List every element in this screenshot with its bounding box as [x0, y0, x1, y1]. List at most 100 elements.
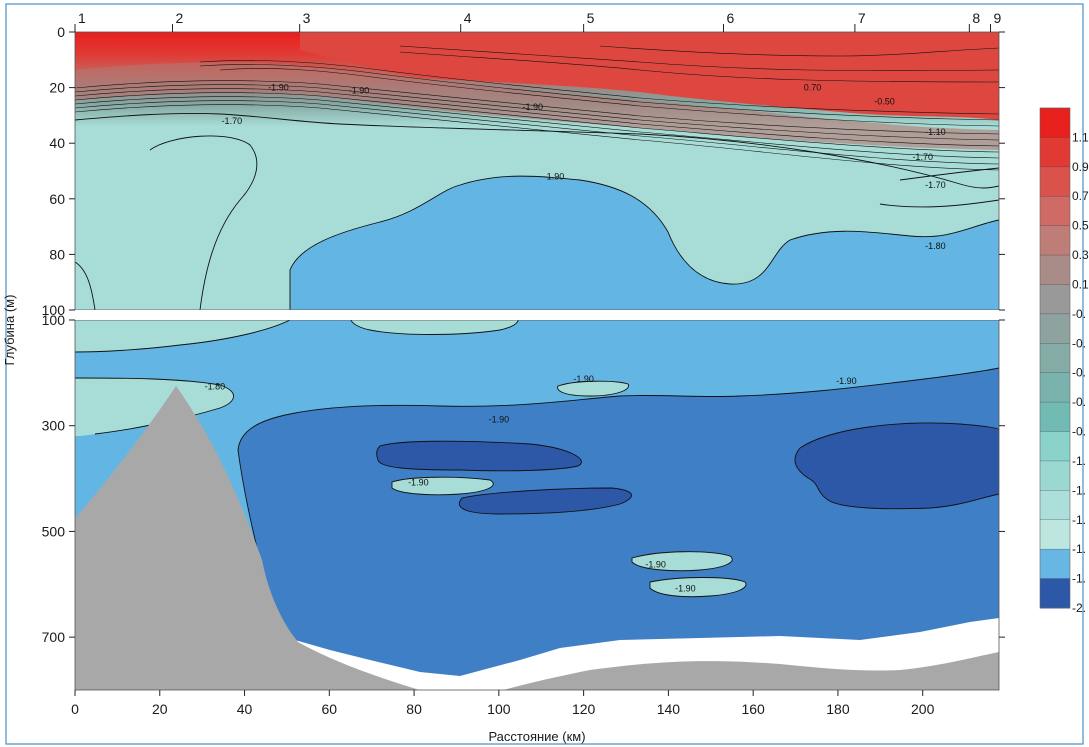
x-tick-label: 120	[572, 701, 596, 717]
y-tick-label: 500	[42, 523, 66, 539]
x-tick-label: 140	[657, 701, 681, 717]
colorbar-swatch	[1040, 549, 1070, 580]
contour-labels: -1.90 -1.70 -1.90 -1.90 -1.90 0.70 -0.50 -1.10 -…	[205, 83, 946, 594]
station-label: 2	[175, 10, 183, 26]
y-tick-label: 100	[42, 312, 66, 328]
x-tick-label: 200	[911, 701, 935, 717]
colorbar-swatch	[1040, 460, 1070, 491]
upper-blue-zone-center	[290, 176, 999, 310]
contour-label: -1.90	[645, 560, 666, 570]
pale-island-1	[392, 477, 494, 495]
contour-label: -1.90	[268, 83, 289, 93]
teal-region-left	[75, 320, 290, 352]
lower-panel	[75, 320, 999, 690]
y-tick-label: 300	[42, 418, 66, 434]
x-tick-label: 80	[406, 701, 422, 717]
colorbar-swatch	[1040, 519, 1070, 550]
x-ticks: 0 20 40 60 80 100 120 140 160 180 200	[71, 690, 935, 717]
teal-island-upper	[351, 320, 519, 335]
dark-blue-patch-2	[459, 488, 632, 514]
dark-blue-patch-1	[376, 441, 582, 471]
colorbar-swatch	[1040, 402, 1070, 433]
contour-label: -1.90	[523, 102, 544, 112]
y-tick-label: 100	[42, 302, 66, 318]
station-label: 1	[78, 10, 86, 26]
seabed	[75, 386, 999, 690]
colorbar-swatch	[1040, 490, 1070, 521]
colorbar-swatch	[1040, 284, 1070, 315]
contour-label: -1.70	[222, 116, 243, 126]
x-tick-label: 20	[152, 701, 168, 717]
contour-label: -1.90	[544, 172, 565, 182]
colorbar-label: 1.1	[1072, 130, 1089, 144]
contour-label: -1.80	[205, 382, 226, 392]
contour-label: 0.70	[804, 83, 822, 93]
x-tick-label: 100	[487, 701, 511, 717]
y-tick-label: 60	[49, 191, 65, 207]
colorbar-swatch	[1040, 431, 1070, 462]
colorbar-label: 0.7	[1072, 189, 1089, 203]
contour-label: -1.10	[925, 127, 946, 137]
colorbar-label: -0.	[1072, 425, 1086, 439]
contour-label: -1.80	[925, 241, 946, 251]
contour-label: -1.90	[349, 85, 370, 95]
colorbar-swatch	[1040, 166, 1070, 197]
contour-label: -1.70	[912, 152, 933, 162]
colorbar-border	[1039, 107, 1071, 609]
upper-y-ticks: 0 20 40 60 80 100	[42, 24, 1005, 318]
panel-gap	[75, 310, 999, 320]
station-label: 3	[303, 10, 311, 26]
lower-y-ticks: 100 300 500 700	[42, 312, 1005, 645]
colorbar-swatch	[1040, 108, 1070, 138]
contour-label: -1.90	[573, 374, 594, 384]
contour-label: -0.50	[874, 97, 895, 107]
y-axis-label: Глубина (м)	[2, 295, 17, 366]
isotherm-lines-upper	[75, 45, 999, 310]
y-tick-label: 700	[42, 629, 66, 645]
colorbar-swatch	[1040, 372, 1070, 403]
colorbar-swatch	[1040, 578, 1070, 609]
colorbar-label: 0.5	[1072, 219, 1089, 233]
colorbar-swatch	[1040, 255, 1070, 285]
station-label: 7	[858, 10, 866, 26]
colorbar-label: -2.	[1072, 601, 1086, 615]
station-label: 4	[464, 10, 472, 26]
station-label: 9	[994, 10, 1002, 26]
contour-label: -1.90	[408, 477, 429, 487]
y-tick-label: 20	[49, 80, 65, 96]
transition-band	[75, 62, 999, 150]
x-tick-label: 180	[826, 701, 850, 717]
contour-label: -1.70	[925, 180, 946, 190]
colorbar-label: 0.9	[1072, 160, 1089, 174]
pale-island-3	[650, 577, 747, 597]
colorbar-label: -0.	[1072, 336, 1086, 350]
colorbar: 1.1 0.9 0.7 0.5 0.3 0.1 -0. -0. -0. -0. -0. -1. -1. -…	[1039, 107, 1089, 615]
contour-label: -1.90	[675, 584, 696, 594]
colorbar-label: 0.1	[1072, 277, 1089, 291]
y-tick-label: 80	[49, 246, 65, 262]
upper-panel	[75, 32, 999, 310]
y-tick-label: 40	[49, 135, 65, 151]
pale-island-2	[632, 551, 733, 571]
figure-frame	[5, 3, 1084, 745]
contour-label: -1.90	[836, 376, 857, 386]
colorbar-swatch	[1040, 313, 1070, 344]
teal-region-left-2	[75, 378, 234, 436]
colorbar-label: -1.	[1072, 483, 1086, 497]
x-tick-label: 0	[71, 701, 79, 717]
colorbar-label: -1.	[1072, 513, 1086, 527]
colorbar-swatch	[1040, 196, 1070, 227]
colorbar-label: -1.	[1072, 542, 1086, 556]
isotherm-lines-lower	[75, 320, 999, 598]
y-tick-label: 0	[57, 24, 65, 40]
contour-label: -1.90	[489, 414, 510, 424]
colorbar-label: -1.	[1072, 454, 1086, 468]
colorbar-swatch	[1040, 343, 1070, 374]
colorbar-swatch	[1040, 137, 1070, 168]
dark-blue-patch-3	[794, 423, 999, 509]
warm-surface-layer	[300, 32, 999, 120]
station-label: 6	[726, 10, 734, 26]
colorbar-label: 0.3	[1072, 248, 1089, 262]
